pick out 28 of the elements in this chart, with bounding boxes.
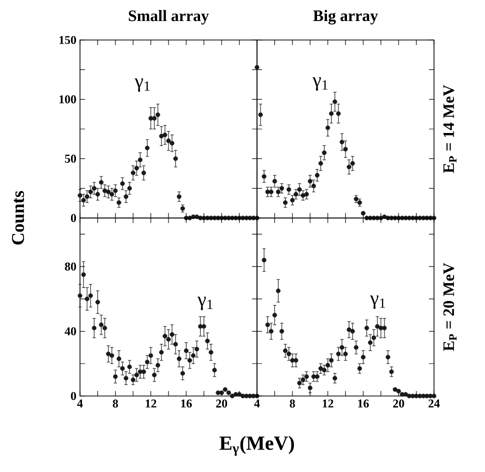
y-tick-label: 0 [70,392,76,400]
x-tick-label: 20 [393,400,404,408]
y-tick-label: 150 [60,36,76,44]
x-tick-label: 24 [428,400,440,408]
x-tick-label: 8 [290,400,295,408]
y-tick-label: 0 [70,214,76,222]
chart-title: Big array [313,10,378,24]
annotation: γ$_{1}$ [370,296,386,309]
y2-axis-title: E$_{P}$ = 14 MeV [443,84,456,174]
x-tick-label: 16 [358,400,369,408]
annotation: γ$_{1}$ [134,78,150,92]
y-tick-label: 100 [60,95,76,104]
x-tick-label: 12 [146,400,156,408]
annotation: γ$_{1}$ [198,296,212,310]
x-tick-label: 8 [112,400,118,408]
annotation: γ$_{1}$ [312,77,328,91]
x-tick-label: 4 [77,400,83,408]
y-tick-label: 50 [65,154,76,163]
chart-title: Small array [128,10,209,24]
x-tick-label: 16 [181,400,192,408]
x-tick-label: 4 [254,400,260,408]
y-tick-label: 80 [64,262,76,271]
y2-axis-title: E$_{P}$ = 20 MeV [443,262,457,352]
x-axis-title: E$_{γ}$(MeV) [220,436,294,456]
y-axis-title: Counts [12,191,24,245]
x-tick-label: 20 [216,400,228,408]
y-tick-label: 40 [64,327,76,336]
x-tick-label: 12 [322,400,334,408]
